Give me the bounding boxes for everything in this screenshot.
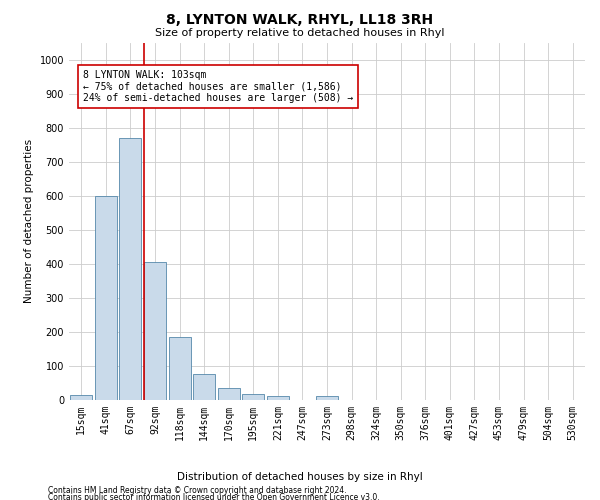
Bar [242,394,265,400]
Bar [144,262,166,400]
Bar [169,337,191,400]
Text: Size of property relative to detached houses in Rhyl: Size of property relative to detached ho… [155,28,445,38]
Bar [95,196,117,400]
Bar [70,395,92,400]
Text: 8, LYNTON WALK, RHYL, LL18 3RH: 8, LYNTON WALK, RHYL, LL18 3RH [166,12,434,26]
Bar [316,396,338,400]
Bar [218,388,240,400]
Bar [119,138,142,400]
Y-axis label: Number of detached properties: Number of detached properties [24,139,34,304]
Text: Contains HM Land Registry data © Crown copyright and database right 2024.: Contains HM Land Registry data © Crown c… [48,486,347,495]
Text: 8 LYNTON WALK: 103sqm
← 75% of detached houses are smaller (1,586)
24% of semi-d: 8 LYNTON WALK: 103sqm ← 75% of detached … [83,70,353,103]
Text: Contains public sector information licensed under the Open Government Licence v3: Contains public sector information licen… [48,494,380,500]
Bar [267,396,289,400]
Text: Distribution of detached houses by size in Rhyl: Distribution of detached houses by size … [177,472,423,482]
Bar [193,374,215,400]
